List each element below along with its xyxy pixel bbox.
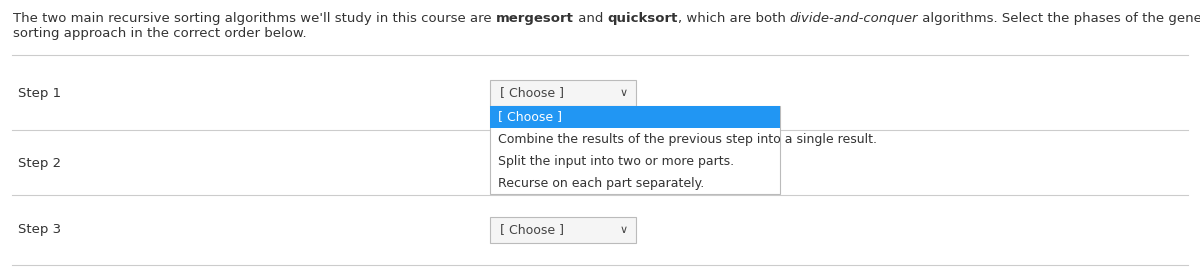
Text: ∨: ∨ — [620, 88, 628, 98]
Text: [ Choose ]: [ Choose ] — [498, 110, 562, 124]
Text: [ Choose ]: [ Choose ] — [500, 86, 564, 100]
Text: divide-and-conquer: divide-and-conquer — [790, 12, 918, 25]
Text: Combine the results of the previous step into a single result.: Combine the results of the previous step… — [498, 133, 877, 146]
Text: Step 1: Step 1 — [18, 86, 61, 100]
Text: algorithms. Select the phases of the general divide-and-conquer: algorithms. Select the phases of the gen… — [918, 12, 1200, 25]
Text: Recurse on each part separately.: Recurse on each part separately. — [498, 177, 704, 189]
Text: ∨: ∨ — [620, 225, 628, 235]
FancyBboxPatch shape — [490, 106, 780, 194]
FancyBboxPatch shape — [490, 217, 636, 243]
Text: Step 2: Step 2 — [18, 157, 61, 170]
Text: , which are both: , which are both — [678, 12, 790, 25]
Text: The two main recursive sorting algorithms we'll study in this course are: The two main recursive sorting algorithm… — [13, 12, 496, 25]
Text: mergesort: mergesort — [496, 12, 574, 25]
Text: and: and — [574, 12, 607, 25]
Text: Split the input into two or more parts.: Split the input into two or more parts. — [498, 155, 734, 167]
Text: sorting approach in the correct order below.: sorting approach in the correct order be… — [13, 27, 307, 40]
Text: Step 3: Step 3 — [18, 223, 61, 237]
Text: quicksort: quicksort — [607, 12, 678, 25]
Text: [ Choose ]: [ Choose ] — [500, 223, 564, 237]
FancyBboxPatch shape — [490, 106, 780, 128]
FancyBboxPatch shape — [490, 80, 636, 106]
